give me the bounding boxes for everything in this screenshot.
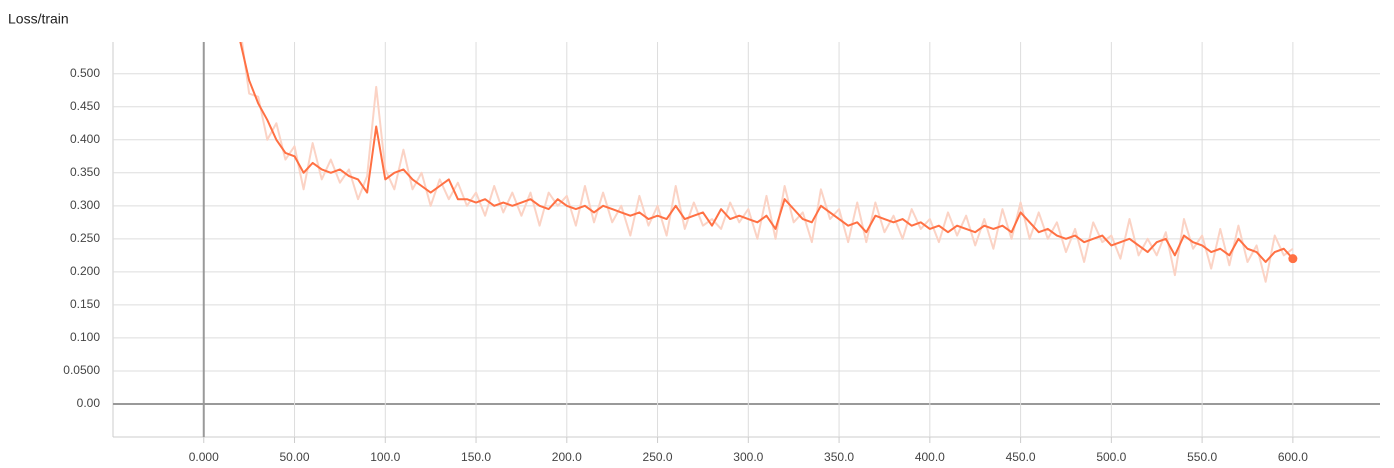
plot xyxy=(239,42,1298,283)
chart-title: Loss/train xyxy=(8,11,69,27)
x-tick-label: 450.0 xyxy=(1006,450,1036,464)
y-tick-label: 0.350 xyxy=(70,165,100,179)
x-tick-label: 200.0 xyxy=(552,450,582,464)
y-tick-label: 0.400 xyxy=(70,132,100,146)
y-tick-label: 0.0500 xyxy=(63,363,100,377)
smoothed-line xyxy=(239,42,1294,263)
y-tick-label: 0.250 xyxy=(70,231,100,245)
y-tick-label: 0.100 xyxy=(70,330,100,344)
y-tick-label: 0.150 xyxy=(70,297,100,311)
x-tick-label: 550.0 xyxy=(1187,450,1217,464)
y-tick-label: 0.450 xyxy=(70,99,100,113)
y-tick-label: 0.500 xyxy=(70,66,100,80)
x-tick-label: 50.00 xyxy=(280,450,310,464)
y-tick-label: 0.300 xyxy=(70,198,100,212)
x-tick-label: 500.0 xyxy=(1096,450,1126,464)
last-point xyxy=(1288,254,1298,264)
x-tick-label: 300.0 xyxy=(733,450,763,464)
x-tick-label: 250.0 xyxy=(643,450,673,464)
y-tick-label: 0.00 xyxy=(77,396,101,410)
grid xyxy=(113,42,1380,443)
x-tick-label: 600.0 xyxy=(1278,450,1308,464)
x-tick-label: 400.0 xyxy=(915,450,945,464)
x-tick-label: 100.0 xyxy=(370,450,400,464)
raw-line xyxy=(241,42,1294,283)
x-tick-label: 350.0 xyxy=(824,450,854,464)
x-tick-label: 0.000 xyxy=(189,450,219,464)
x-tick-label: 150.0 xyxy=(461,450,491,464)
y-tick-label: 0.200 xyxy=(70,264,100,278)
